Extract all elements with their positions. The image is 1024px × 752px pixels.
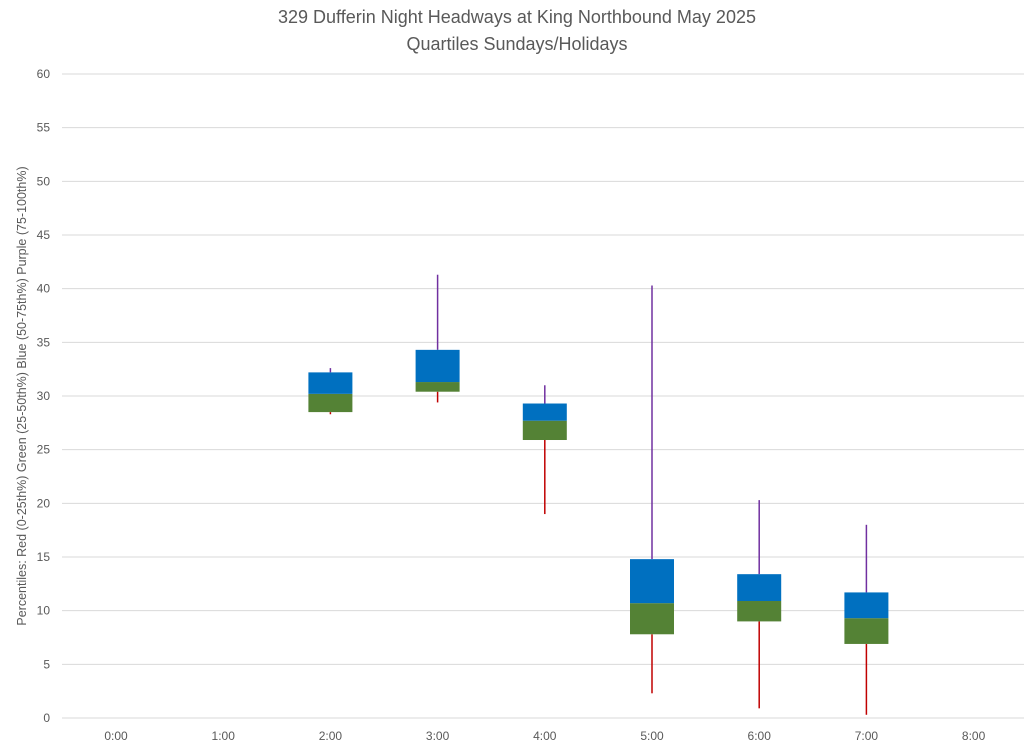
y-tick-label: 35: [37, 335, 51, 349]
lower-box-segment: [737, 601, 782, 622]
y-tick-label: 30: [37, 389, 51, 403]
y-tick-label: 25: [37, 443, 51, 457]
x-tick-label: 1:00: [212, 729, 236, 743]
y-tick-labels: 0 5 10 15 20 25 30 35 40 45 50 55 60: [37, 67, 51, 725]
x-tick-label: 4:00: [533, 729, 557, 743]
box-700: [844, 524, 889, 715]
lower-box-segment: [308, 393, 353, 413]
x-tick-labels: 0:00 1:00 2:00 3:00 4:00 5:00 6:00 7:00 8:00: [104, 729, 985, 743]
y-tick-label: 10: [37, 604, 51, 618]
y-tick-label: 50: [37, 174, 51, 188]
lower-box-segment: [630, 603, 674, 635]
y-tick-label: 40: [37, 282, 51, 296]
x-tick-label: 7:00: [855, 729, 879, 743]
upper-box-segment: [737, 574, 782, 602]
y-tick-label: 55: [37, 121, 51, 135]
lower-box-segment: [522, 420, 567, 441]
lower-box-segment: [844, 618, 889, 644]
box-400: [522, 385, 567, 515]
gridlines: [62, 73, 1024, 719]
upper-box-segment: [415, 349, 460, 383]
x-tick-label: 0:00: [104, 729, 128, 743]
box-200: [308, 368, 353, 415]
x-tick-label: 2:00: [319, 729, 343, 743]
x-tick-label: 8:00: [962, 729, 986, 743]
y-tick-label: 0: [43, 711, 50, 725]
upper-box-segment: [630, 559, 674, 604]
x-tick-label: 3:00: [426, 729, 450, 743]
y-tick-label: 15: [37, 550, 51, 564]
upper-box-segment: [522, 403, 567, 421]
x-tick-label: 6:00: [748, 729, 772, 743]
boxes: [308, 274, 889, 715]
y-tick-label: 60: [37, 67, 51, 81]
box-500: [630, 285, 674, 694]
chart-subtitle: Quartiles Sundays/Holidays: [406, 34, 627, 54]
x-tick-label: 5:00: [640, 729, 664, 743]
box-300: [415, 274, 460, 403]
upper-box-segment: [308, 372, 353, 394]
chart-title: 329 Dufferin Night Headways at King Nort…: [278, 7, 756, 27]
y-tick-label: 20: [37, 496, 51, 510]
y-tick-label: 45: [37, 228, 51, 242]
lower-box-segment: [415, 382, 460, 392]
box-600: [737, 500, 782, 709]
y-axis-title: Percentiles: Red (0-25th%) Green (25-50t…: [15, 166, 29, 625]
upper-box-segment: [844, 592, 889, 619]
y-tick-label: 5: [43, 657, 50, 671]
